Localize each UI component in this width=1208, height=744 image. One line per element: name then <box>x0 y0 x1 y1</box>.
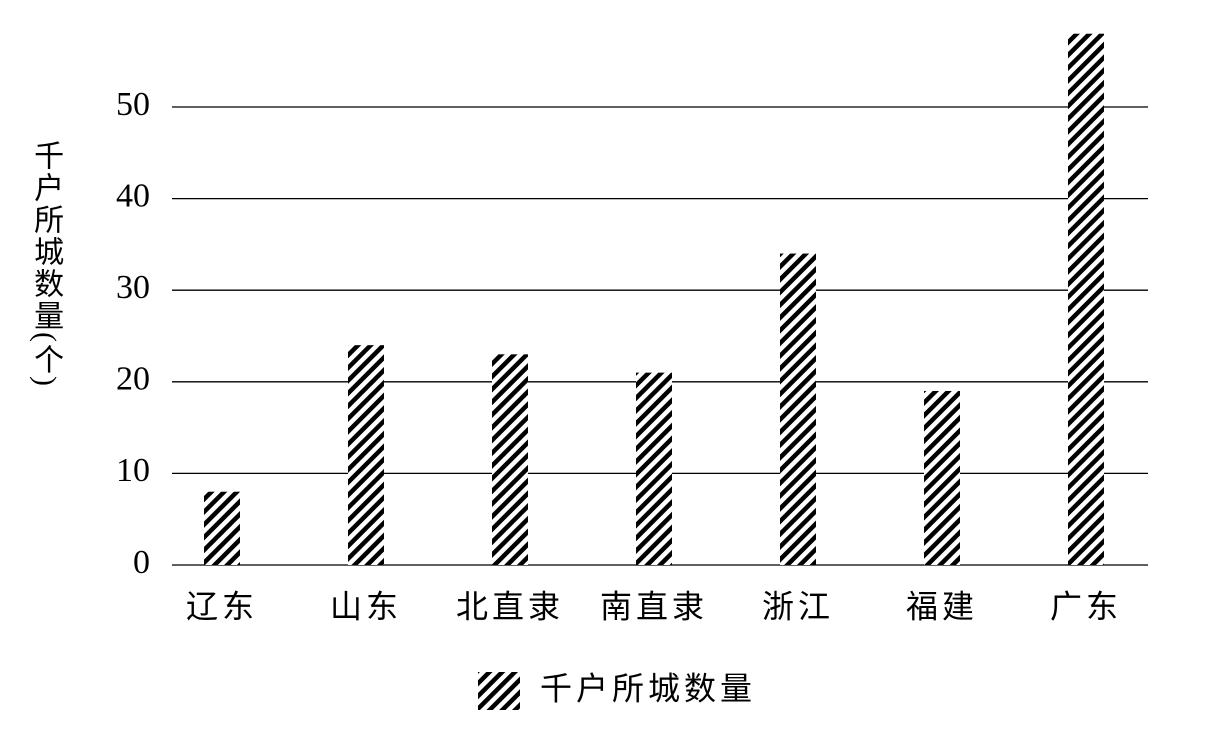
bar <box>492 354 528 565</box>
bar <box>204 491 240 565</box>
x-tick-label: 山东 <box>330 588 402 624</box>
bar <box>636 372 672 565</box>
y-tick-label: 0 <box>133 544 150 581</box>
y-tick-label: 20 <box>116 361 150 398</box>
x-tick-label: 浙江 <box>762 588 834 624</box>
bar <box>924 390 960 565</box>
legend-label: 千户所城数量 <box>540 670 756 706</box>
bar <box>348 345 384 565</box>
legend-swatch <box>478 672 520 710</box>
x-tick-label: 南直隶 <box>600 588 708 624</box>
y-tick-label: 50 <box>116 86 150 123</box>
x-tick-label: 辽东 <box>186 588 258 624</box>
y-tick-label: 40 <box>116 177 150 214</box>
x-tick-label: 广东 <box>1050 588 1122 624</box>
bar <box>1068 33 1104 566</box>
y-tick-label: 10 <box>116 452 150 489</box>
y-tick-label: 30 <box>116 269 150 306</box>
y-axis-label: 千户所城数量(个) <box>29 140 64 388</box>
bar <box>780 253 816 565</box>
x-tick-label: 福建 <box>906 588 978 624</box>
x-tick-label: 北直隶 <box>456 588 564 624</box>
